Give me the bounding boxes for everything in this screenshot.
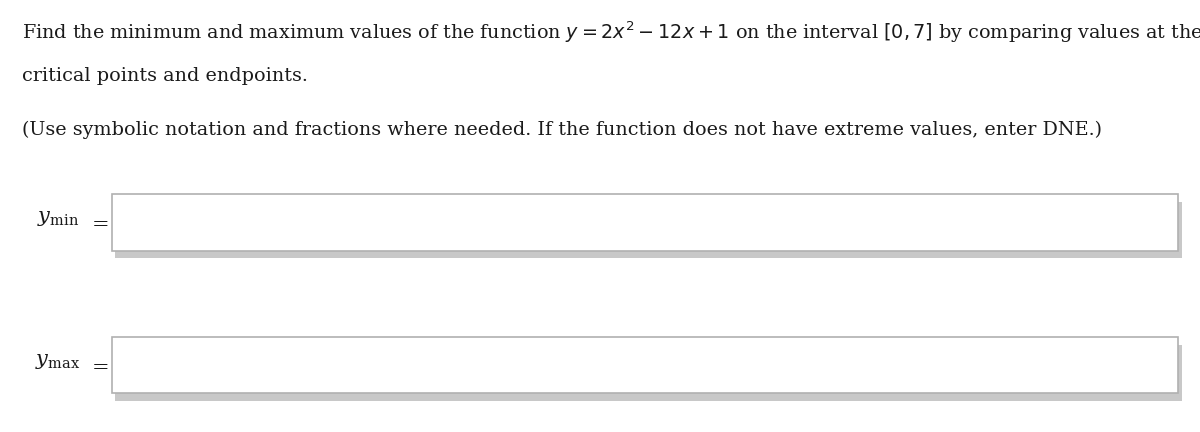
Text: $=$: $=$ <box>88 213 109 232</box>
Text: $y_{\rm min}$: $y_{\rm min}$ <box>36 208 79 228</box>
Text: Find the minimum and maximum values of the function $y = 2x^2 - 12x + 1$ on the : Find the minimum and maximum values of t… <box>22 19 1200 45</box>
Text: (Use symbolic notation and fractions where needed. If the function does not have: (Use symbolic notation and fractions whe… <box>22 121 1102 139</box>
Bar <box>112 194 1178 251</box>
Text: $y_{\rm max}$: $y_{\rm max}$ <box>35 351 80 371</box>
Bar <box>112 337 1178 393</box>
Text: $=$: $=$ <box>88 355 109 375</box>
Bar <box>115 345 1182 401</box>
Text: critical points and endpoints.: critical points and endpoints. <box>22 67 307 85</box>
Bar <box>115 202 1182 258</box>
